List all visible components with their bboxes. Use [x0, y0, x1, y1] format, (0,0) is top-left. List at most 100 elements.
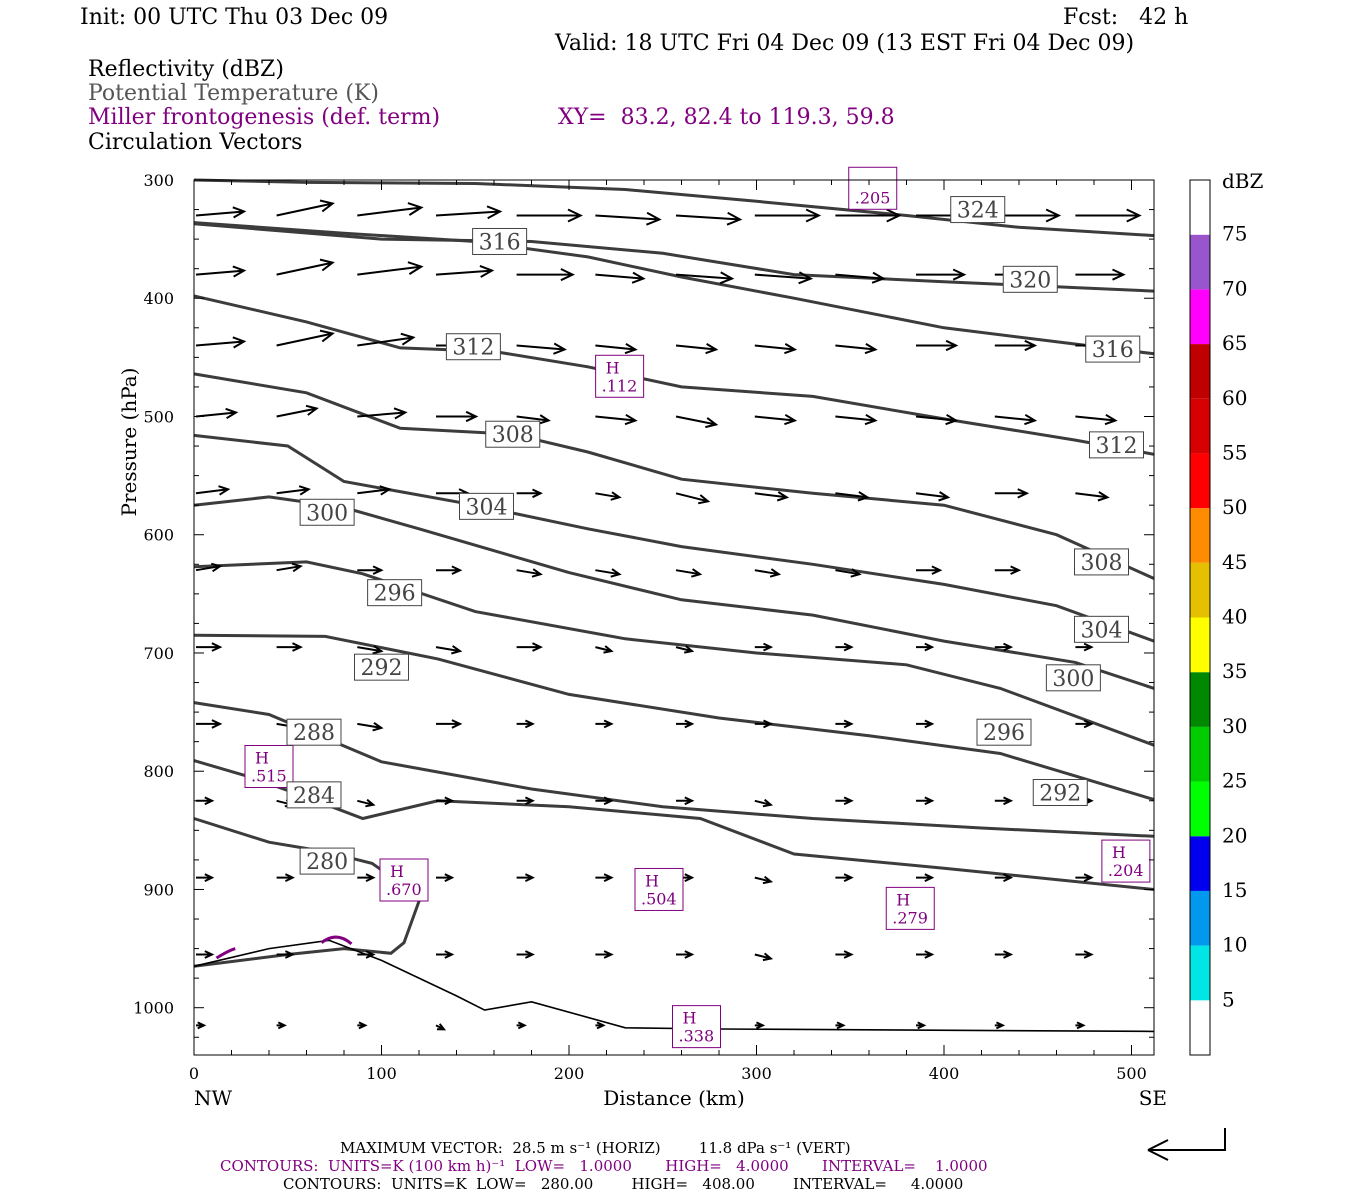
isentrope-label-box: [1089, 431, 1144, 459]
isentrope-label-box: [485, 420, 541, 448]
circulation-vector: [516, 719, 535, 729]
circulation-vector: [675, 415, 719, 429]
circulation-vector: [595, 796, 614, 806]
frontogenesis-contour: [320, 935, 353, 946]
circulation-vector: [1075, 491, 1110, 502]
frontogenesis-max-box: [595, 354, 645, 398]
circulation-vector: [276, 873, 295, 882]
circulation-vector: [516, 208, 583, 223]
field-frontogenesis: Miller frontogenesis (def. term): [88, 105, 441, 130]
circulation-vector: [436, 719, 463, 729]
x-axis-right-end-label: SE: [1139, 1086, 1167, 1110]
circulation-vector: [516, 342, 567, 355]
colorbar-level-label: 35: [1222, 659, 1247, 683]
isentrope-label-box: [1074, 548, 1129, 576]
colorbar-segment: [1190, 180, 1210, 235]
circulation-vector: [754, 798, 774, 808]
circulation-vector: [276, 329, 335, 347]
frontogenesis-max-letter: H: [606, 358, 620, 377]
isentrope-label-box: [1002, 265, 1058, 293]
isentrope-label: 292: [1039, 782, 1081, 807]
x-axis-label: Distance (km): [603, 1086, 745, 1110]
circulation-vector: [675, 645, 695, 654]
circulation-vector: [835, 413, 878, 426]
init-time: Init: 00 UTC Thu 03 Dec 09: [80, 5, 389, 30]
circulation-vector: [835, 1021, 846, 1030]
isentrope-line: [193, 560, 1155, 747]
circulation-vector: [754, 719, 774, 729]
y-tick-label: 300: [143, 171, 174, 190]
circulation-vector: [835, 343, 878, 355]
circulation-vector: [435, 1023, 447, 1031]
circulation-vector-layer: [195, 199, 1142, 1031]
forecast-hour: Fcst: 42 h: [1063, 5, 1189, 30]
circulation-vector: [676, 719, 695, 729]
isentrope-label: 324: [957, 199, 999, 224]
circulation-vector: [916, 268, 967, 281]
colorbar-segment: [1190, 453, 1210, 509]
isentrope-label-box: [976, 718, 1032, 746]
circulation-vector: [1075, 873, 1094, 883]
circulation-vector: [754, 271, 814, 285]
y-tick-label: 800: [143, 762, 174, 781]
circulation-vector: [994, 796, 1014, 806]
circulation-vector: [675, 211, 743, 226]
isentrope-label: 296: [983, 721, 1025, 746]
frontogenesis-max-value: .515: [251, 766, 287, 785]
isentrope-line: [193, 433, 1155, 643]
circulation-vector: [754, 1021, 766, 1030]
circulation-vector: [195, 336, 247, 349]
isentrope-label: 316: [1092, 338, 1134, 363]
circulation-vector: [516, 488, 543, 499]
circulation-vector: [516, 796, 535, 806]
circulation-vector: [435, 645, 463, 655]
x-axis-left-end-label: NW: [194, 1086, 233, 1110]
isentrope-label: 300: [1052, 667, 1094, 692]
colorbar-level-label: 20: [1222, 823, 1247, 847]
circulation-vector: [835, 568, 862, 578]
circulation-vector: [595, 719, 614, 729]
isentrope-line: [193, 633, 1155, 802]
circulation-vector: [835, 719, 854, 729]
colorbar-level-label: 55: [1222, 440, 1247, 464]
frontogenesis-max-box: [244, 744, 294, 788]
circulation-vector: [196, 719, 223, 729]
colorbar-segment: [1190, 344, 1210, 399]
circulation-vector: [916, 339, 959, 352]
y-tick-label: 700: [143, 644, 174, 663]
circulation-vector: [516, 1021, 527, 1030]
isentrope-label-box: [459, 492, 514, 520]
circulation-vector: [357, 645, 384, 655]
circulation-vector: [994, 873, 1014, 883]
circulation-vector: [196, 873, 215, 882]
circulation-vector: [916, 796, 935, 806]
isentrope-label: 308: [492, 423, 534, 448]
colorbar-level-label: 40: [1222, 605, 1247, 629]
isentrope-label-box: [299, 498, 355, 526]
isentrope-label: 304: [466, 495, 508, 520]
isentrope-label: 316: [479, 230, 521, 255]
circulation-vector: [1075, 208, 1142, 223]
circulation-vector: [436, 873, 455, 882]
circulation-vector: [835, 873, 854, 883]
circulation-vector: [436, 796, 455, 806]
colorbar-segment: [1190, 945, 1210, 1001]
isentrope-label-box: [354, 653, 409, 681]
circulation-vector: [595, 645, 614, 654]
circulation-vector: [195, 562, 223, 573]
circulation-vector: [916, 950, 935, 959]
circulation-vector: [754, 642, 774, 652]
y-tick-label: 400: [143, 289, 174, 308]
circulation-vector: [835, 271, 886, 284]
circulation-vector: [357, 1021, 368, 1030]
isentrope-label: 304: [1081, 618, 1123, 643]
circulation-vector: [754, 491, 790, 502]
circulation-vector: [1075, 950, 1094, 959]
colorbar-segment: [1190, 836, 1210, 891]
frontogenesis-max-value: .204: [1108, 861, 1144, 880]
colorbar-segment: [1190, 562, 1210, 618]
circulation-vector: [195, 485, 231, 496]
circulation-vector: [675, 492, 711, 505]
